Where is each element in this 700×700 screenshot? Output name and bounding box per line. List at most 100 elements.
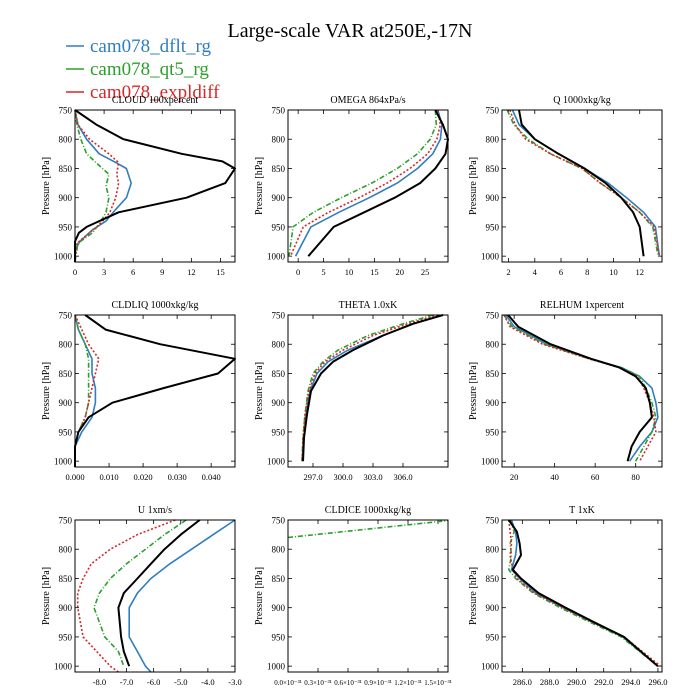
x-tick-label: -4.0: [201, 677, 214, 687]
y-tick-label: 900: [486, 398, 500, 408]
y-tick-label: 900: [59, 193, 73, 203]
panel-title: CLDLIQ 1000xkg/kg: [112, 300, 199, 311]
panel-title: THETA 1.0xK: [339, 300, 398, 311]
series-line-black: [74, 314, 236, 467]
y-tick-label: 750: [486, 311, 500, 321]
y-axis-label: Pressure [hPa]: [468, 567, 479, 625]
plot-frame: [287, 109, 449, 263]
x-tick-label: 0: [73, 267, 77, 277]
x-tick-label: 0: [296, 267, 300, 277]
series-line-green: [74, 314, 90, 467]
series-line-green: [506, 109, 659, 257]
y-tick-label: 850: [59, 164, 73, 174]
x-tick-label: 0.3×10⁻³¹: [304, 679, 332, 687]
y-tick-label: 1000: [54, 252, 73, 262]
y-tick-label: 850: [272, 164, 286, 174]
x-tick-label: 1.5×10⁻³¹: [424, 679, 452, 687]
series-line-red: [74, 109, 120, 263]
y-tick-label: 950: [59, 222, 73, 232]
x-tick-label: 9: [160, 267, 164, 277]
x-tick-label: 0.020: [134, 472, 153, 482]
x-tick-label: 40: [550, 472, 559, 482]
y-tick-label: 950: [486, 222, 500, 232]
series-line-green: [93, 519, 187, 667]
y-tick-label: 1000: [481, 252, 500, 262]
x-tick-label: 296.0: [648, 677, 667, 687]
legend-entry: cam078_expldiff: [90, 82, 220, 103]
y-tick-label: 850: [486, 164, 500, 174]
series-line-blue: [128, 519, 236, 673]
y-tick-label: 850: [486, 574, 500, 584]
series-line-green: [507, 519, 659, 667]
x-tick-label: 5: [321, 267, 325, 277]
series-line-red: [76, 519, 176, 673]
panel: THETA 1.0xK Pressure [hPa] 750 800 850 900 950…: [254, 300, 449, 482]
x-tick-label: 294.0: [621, 677, 640, 687]
x-tick-label: 0.6×10⁻³¹: [334, 679, 362, 687]
x-tick-label: 80: [631, 472, 640, 482]
x-tick-label: 12: [187, 267, 196, 277]
y-tick-label: 800: [272, 545, 286, 555]
y-axis-label: Pressure [hPa]: [254, 157, 265, 215]
y-tick-label: 850: [272, 369, 286, 379]
x-tick-label: 286.0: [513, 677, 532, 687]
panel-title: T 1xK: [569, 505, 595, 516]
x-tick-label: 0.040: [202, 472, 221, 482]
y-tick-label: 800: [59, 545, 73, 555]
x-tick-label: -7.0: [120, 677, 133, 687]
y-axis-label: Pressure [hPa]: [41, 362, 52, 420]
panel: T 1xK Pressure [hPa] 750 800 850 900 950 1000 28…: [468, 505, 667, 687]
x-tick-label: 0.030: [168, 472, 187, 482]
y-tick-label: 850: [486, 369, 500, 379]
y-tick-label: 900: [272, 398, 286, 408]
series-line-green: [287, 519, 449, 539]
y-tick-label: 800: [486, 545, 500, 555]
x-tick-label: 6: [131, 267, 135, 277]
x-tick-label: 290.0: [567, 677, 586, 687]
y-tick-label: 850: [59, 369, 73, 379]
series-line-black: [507, 519, 659, 667]
y-tick-label: 750: [486, 516, 500, 526]
y-tick-label: 800: [486, 135, 500, 145]
legend-entry: cam078_dflt_rg: [90, 36, 212, 57]
series-line-black: [74, 109, 236, 262]
figure-title: Large-scale VAR at250E,-17N: [228, 20, 473, 42]
y-tick-label: 1000: [481, 662, 500, 672]
series-line-blue: [511, 109, 661, 257]
series-line-red: [74, 314, 100, 467]
series-line-black: [302, 314, 444, 462]
y-tick-label: 800: [272, 340, 286, 350]
y-tick-label: 850: [272, 574, 286, 584]
x-tick-label: 306.0: [393, 472, 412, 482]
series-line-blue: [294, 109, 443, 257]
plot-frame: [501, 519, 663, 673]
x-tick-label: 300.0: [333, 472, 352, 482]
y-tick-label: 800: [486, 340, 500, 350]
y-tick-label: 950: [486, 427, 500, 437]
panel: CLDICE 1000xkg/kg Pressure [hPa] 750 800 850…: [254, 505, 452, 687]
y-tick-label: 900: [486, 603, 500, 613]
y-tick-label: 800: [59, 135, 73, 145]
y-tick-label: 900: [272, 193, 286, 203]
series-line-blue: [301, 314, 444, 462]
y-tick-label: 1000: [54, 662, 73, 672]
x-tick-label: 6: [559, 267, 563, 277]
x-tick-label: 60: [591, 472, 600, 482]
x-tick-label: -6.0: [147, 677, 160, 687]
x-tick-label: -5.0: [174, 677, 187, 687]
panel-title: OMEGA 864xPa/s: [330, 95, 405, 106]
y-tick-label: 800: [59, 340, 73, 350]
y-axis-label: Pressure [hPa]: [41, 157, 52, 215]
y-tick-label: 850: [59, 574, 73, 584]
plot-frame: [74, 314, 236, 468]
panel: CLDLIQ 1000xkg/kg Pressure [hPa] 750 800 850…: [41, 300, 236, 482]
y-tick-label: 750: [59, 106, 73, 116]
y-tick-label: 900: [59, 603, 73, 613]
x-tick-label: 15: [370, 267, 379, 277]
y-tick-label: 950: [272, 222, 286, 232]
x-tick-label: 0.9×10⁻³¹: [364, 679, 392, 687]
series-line-red: [509, 109, 661, 257]
x-tick-label: -3.0: [228, 677, 241, 687]
